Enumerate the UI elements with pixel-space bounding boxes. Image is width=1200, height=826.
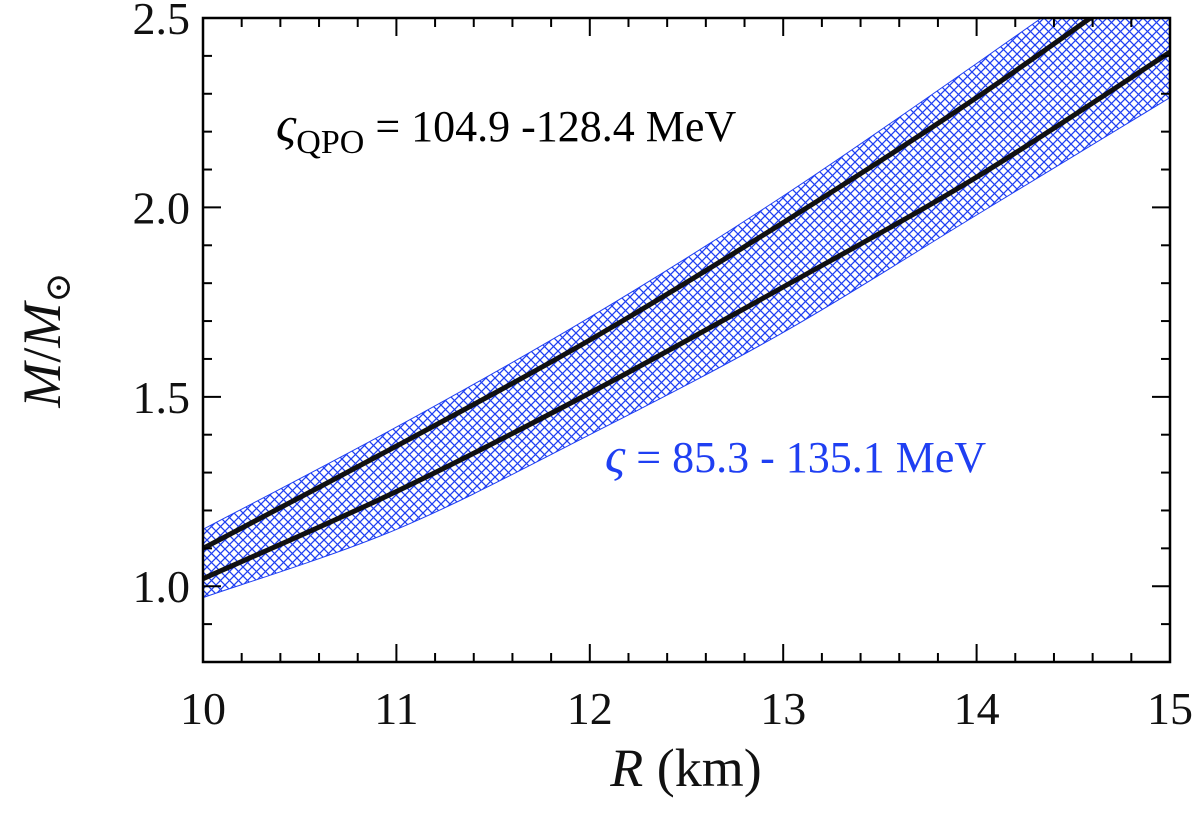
x-tick-label: 11: [374, 683, 418, 734]
plot-frame: [201, 16, 1172, 664]
x-tick-label: 15: [1147, 683, 1193, 734]
annotation-range: ς = 85.3 - 135.1 MeV: [605, 427, 986, 483]
hatched-band: [203, 18, 1170, 599]
x-tick-labels: 10 11 12 13 14 15: [180, 683, 1193, 734]
y-tick-label: 2.5: [133, 0, 191, 44]
y-axis-title: M/M⊙: [12, 272, 78, 408]
tick-marks: [202, 17, 1171, 663]
x-tick-label: 14: [954, 683, 1000, 734]
x-axis-title: R (km): [609, 738, 761, 798]
annotation-qpo: ςQPO = 104.9 -128.4 MeV: [276, 96, 736, 161]
y-tick-label: 1.5: [133, 372, 191, 423]
curve-layer: [203, 18, 1170, 582]
curve-line-1: [203, 18, 1095, 551]
x-tick-label: 12: [567, 683, 613, 734]
curve-line-2: [203, 49, 1170, 582]
x-tick-label: 13: [760, 683, 806, 734]
y-tick-label: 1.0: [133, 561, 191, 612]
confidence-band-layer: [203, 18, 1170, 599]
x-tick-label: 10: [180, 683, 226, 734]
y-tick-labels: 1.0 1.5 2.0 2.5: [133, 0, 191, 612]
y-tick-label: 2.0: [133, 182, 191, 233]
